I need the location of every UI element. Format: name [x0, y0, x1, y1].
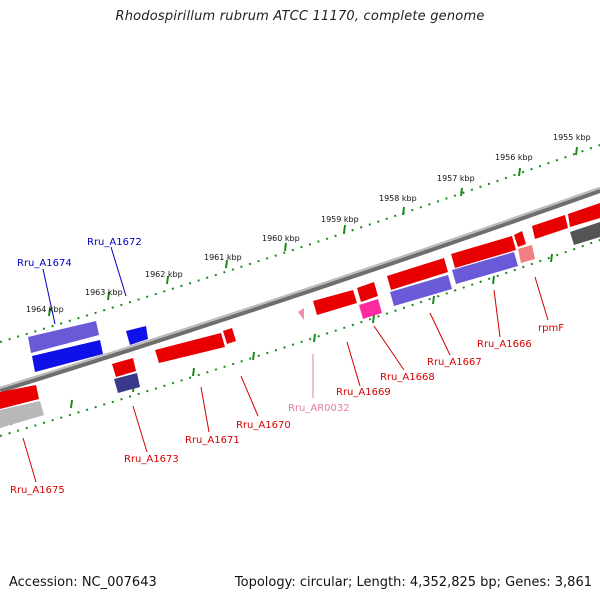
major-tick	[192, 367, 195, 377]
gene-feature	[155, 333, 225, 363]
connector	[42, 268, 56, 325]
gene-label: Rru_A1674	[17, 258, 72, 269]
connector	[429, 312, 451, 356]
major-tick	[492, 275, 495, 285]
gene-label: Rru_A1669	[336, 387, 391, 398]
connector	[132, 405, 148, 453]
accession-text: Accession: NC_007643	[9, 575, 157, 590]
major-tick	[70, 399, 73, 409]
major-tick	[575, 146, 578, 156]
connector	[534, 276, 549, 321]
kbp-label: 1964 kbp	[26, 305, 64, 314]
figure-title: Rhodospirillum rubrum ATCC 11170, comple…	[115, 9, 485, 24]
kbp-label: 1959 kbp	[321, 215, 359, 224]
rna-feature	[298, 308, 304, 320]
major-tick	[460, 187, 463, 197]
kbp-label: 1958 kbp	[379, 194, 417, 203]
major-tick	[550, 253, 553, 263]
kbp-label: 1962 kbp	[145, 270, 183, 279]
gene-label: Rru_A1672	[87, 237, 142, 248]
connector	[346, 341, 361, 387]
connector	[240, 375, 259, 417]
major-tick	[166, 275, 169, 285]
kbp-label: 1961 kbp	[204, 253, 242, 262]
gene-feature	[32, 340, 103, 372]
reverse-strand-features	[0, 222, 600, 428]
gene-label: Rru_A1666	[477, 339, 532, 350]
gene-feature	[126, 326, 148, 345]
gene-feature	[0, 401, 44, 428]
gene-label: Rru_A1670	[236, 420, 291, 431]
gene-feature	[532, 215, 568, 239]
gene-labels: Rru_A1672 Rru_A1674 Rru_A1675 Rru_A1673 …	[10, 237, 564, 496]
kbp-labels: 1955 kbp 1956 kbp 1957 kbp 1958 kbp 1959…	[26, 133, 591, 314]
gene-feature	[570, 222, 600, 245]
major-tick	[225, 259, 228, 269]
connector	[493, 289, 501, 338]
major-tick	[343, 224, 346, 234]
kbp-label: 1955 kbp	[553, 133, 591, 142]
gene-feature	[28, 321, 99, 353]
forward-strand-features	[0, 203, 600, 409]
gene-feature	[0, 385, 39, 409]
major-tick	[313, 333, 316, 343]
connector	[110, 246, 127, 297]
kbp-label: 1956 kbp	[495, 153, 533, 162]
topology-text: Topology: circular; Length: 4,352,825 bp…	[234, 575, 592, 590]
major-tick	[48, 307, 51, 317]
gene-feature	[387, 258, 448, 290]
gene-feature	[357, 282, 378, 302]
major-tick	[252, 351, 255, 361]
gene-feature	[112, 358, 136, 377]
gene-feature	[114, 373, 140, 393]
major-tick	[107, 291, 110, 301]
gene-feature	[514, 231, 526, 247]
gene-feature	[313, 290, 357, 315]
genome-backbone-highlight	[0, 187, 600, 389]
gene-feature	[390, 275, 452, 306]
outer-major-ticks	[48, 146, 578, 317]
gene-label: Rru_A1673	[124, 454, 179, 465]
gene-label: Rru_A1671	[185, 435, 240, 446]
major-tick	[402, 206, 405, 216]
kbp-label: 1960 kbp	[262, 234, 300, 243]
connector	[200, 386, 210, 433]
gene-feature	[518, 245, 535, 263]
kbp-label: 1957 kbp	[437, 174, 475, 183]
gene-feature	[568, 203, 600, 227]
label-connectors	[22, 246, 549, 483]
gene-feature	[359, 299, 382, 319]
gene-label: Rru_A1667	[427, 357, 482, 368]
gene-label: Rru_A1668	[380, 372, 435, 383]
major-tick	[284, 242, 287, 252]
major-tick	[372, 314, 375, 324]
connector	[22, 437, 37, 483]
gene-feature	[452, 252, 518, 284]
kbp-label: 1963 kbp	[85, 288, 123, 297]
connector	[373, 325, 405, 371]
gene-label: Rru_A1675	[10, 485, 65, 496]
gene-feature	[223, 328, 236, 344]
gene-label: rpmF	[538, 323, 564, 334]
genome-backbone	[0, 187, 600, 393]
gene-label: Rru_AR0032	[288, 403, 350, 414]
major-tick	[518, 167, 521, 177]
gene-feature	[451, 236, 516, 268]
major-tick	[432, 295, 435, 305]
